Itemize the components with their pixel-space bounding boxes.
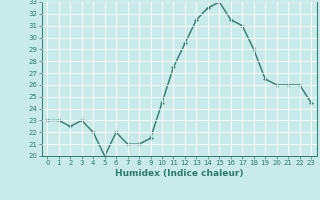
X-axis label: Humidex (Indice chaleur): Humidex (Indice chaleur) <box>115 169 244 178</box>
